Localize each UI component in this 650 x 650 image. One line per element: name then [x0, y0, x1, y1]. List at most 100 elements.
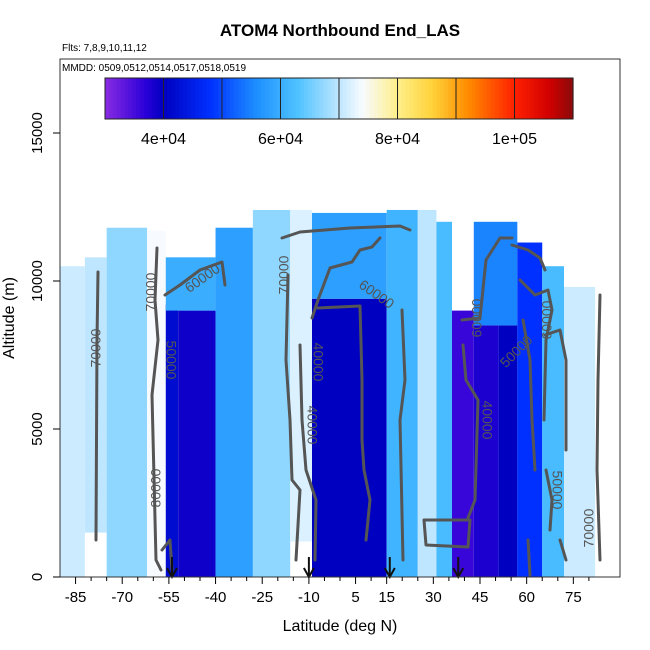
colorbar-segment-36 [245, 78, 250, 119]
colorbar-segment-67 [366, 78, 371, 119]
colorbar-segment-100 [495, 78, 500, 119]
colorbar-segment-65 [358, 78, 363, 119]
contour-line-6 [310, 236, 382, 320]
colorbar-segment-18 [175, 78, 180, 119]
x-axis: -85 -70 -55 -40 -25 -10 5 15 30 45 60 75 [65, 577, 590, 606]
colorbar-segment-76 [401, 78, 406, 119]
colorbar-segment-4 [120, 78, 126, 119]
colorbar-segment-112 [541, 78, 547, 119]
colorbar-segment-85 [436, 78, 441, 119]
colorbar-segment-0 [105, 78, 110, 119]
heat-block-4 [165, 304, 179, 577]
colorbar-segment-107 [522, 78, 527, 119]
colorbar-segment-113 [545, 78, 551, 119]
contour-label-6: 40000 [310, 343, 326, 382]
contour-line-2 [163, 260, 227, 297]
colorbar-segment-35 [241, 78, 246, 119]
colorbar-segment-84 [432, 78, 438, 119]
colorbar-segment-43 [272, 78, 278, 119]
colorbar-segment-24 [198, 78, 204, 119]
colorbar-segment-106 [518, 78, 523, 119]
colorbar-segment-47 [288, 78, 293, 119]
x-tick-label-5: -10 [298, 589, 320, 606]
contour-line-11 [461, 343, 480, 520]
colorbar-segment-109 [530, 78, 535, 119]
colorbar-segment-44 [276, 78, 282, 119]
profile-arrows [166, 557, 465, 580]
contour-line-16 [543, 328, 568, 452]
colorbar-segment-61 [342, 78, 348, 119]
colorbar-segment-86 [440, 78, 445, 119]
colorbar-segment-108 [526, 78, 531, 119]
colorbar-segment-17 [171, 78, 176, 119]
colorbar-segment-57 [327, 78, 332, 119]
contour-lines [94, 224, 602, 577]
colorbar-segment-54 [315, 78, 321, 119]
colorbar-segment-105 [514, 78, 519, 119]
colorbar-segment-39 [257, 78, 262, 119]
contour-label-14: 70000 [581, 508, 597, 547]
heat-block-14 [436, 221, 452, 577]
colorbar-segment-79 [413, 78, 418, 119]
x-tick-label-7: 15 [378, 589, 395, 606]
colorbar-segment-101 [498, 78, 504, 119]
colorbar-segment-1 [108, 78, 114, 119]
colorbar-segment-114 [549, 78, 555, 119]
colorbar-segment-3 [116, 78, 122, 119]
colorbar-segment-90 [456, 78, 461, 119]
colorbar-segment-50 [300, 78, 305, 119]
colorbar-segment-28 [214, 78, 219, 119]
colorbar-segment-5 [124, 78, 129, 119]
contour-line-18 [526, 538, 532, 577]
colorbar-segment-91 [459, 78, 465, 119]
colorbar-segment-16 [167, 78, 172, 119]
colorbar-segment-95 [475, 78, 480, 119]
colorbar-tick-label-3: 1e+05 [492, 131, 537, 148]
colorbar-segment-31 [225, 78, 231, 119]
contour-line-7 [298, 343, 318, 562]
colorbar-segment-117 [561, 78, 566, 119]
heat-block-8 [252, 209, 291, 577]
x-axis-label: Latitude (deg N) [283, 618, 398, 635]
colorbar-segment-27 [210, 78, 215, 119]
colorbar-segment-37 [249, 78, 254, 119]
colorbar-segment-103 [506, 78, 512, 119]
colorbar-segment-23 [194, 78, 200, 119]
colorbar-segment-26 [206, 78, 211, 119]
colorbar-segment-115 [553, 78, 558, 119]
colorbar-segment-9 [140, 78, 145, 119]
colorbar-segment-20 [183, 78, 188, 119]
colorbar-segment-62 [346, 78, 352, 119]
x-tick-label-3: -40 [205, 589, 227, 606]
colorbar-segment-30 [222, 78, 227, 119]
colorbar-segment-80 [417, 78, 422, 119]
colorbar-segment-59 [335, 78, 340, 119]
colorbar-segment-46 [284, 78, 289, 119]
colorbar-segment-81 [420, 78, 426, 119]
contour-line-20 [595, 293, 602, 562]
colorbar-segment-110 [534, 78, 539, 119]
colorbar-segment-56 [323, 78, 328, 119]
colorbar-segment-82 [424, 78, 430, 119]
heat-block-7 [215, 227, 253, 577]
colorbar-segment-111 [537, 78, 543, 119]
contour-line-19 [558, 538, 568, 562]
colorbar-tick-label-0: 4e+04 [141, 131, 186, 148]
colorbar-segment-88 [448, 78, 453, 119]
contour-line-1 [150, 246, 163, 572]
colorbar-segment-66 [362, 78, 367, 119]
contour-label-1: 70000 [143, 272, 159, 311]
colorbar-segment-53 [311, 78, 317, 119]
y-tick-label-3: 15000 [29, 112, 46, 154]
colorbar-segment-52 [307, 78, 313, 119]
heatmap-blocks [60, 209, 596, 577]
contour-line-13 [510, 243, 547, 272]
colorbar-segment-94 [471, 78, 477, 119]
colorbar-segment-77 [405, 78, 410, 119]
x-tick-label-2: -55 [158, 589, 180, 606]
colorbar-segment-74 [393, 78, 399, 119]
contour-line-14 [518, 278, 554, 422]
colorbar-segment-119 [569, 78, 574, 119]
x-tick-label-0: -85 [65, 589, 87, 606]
